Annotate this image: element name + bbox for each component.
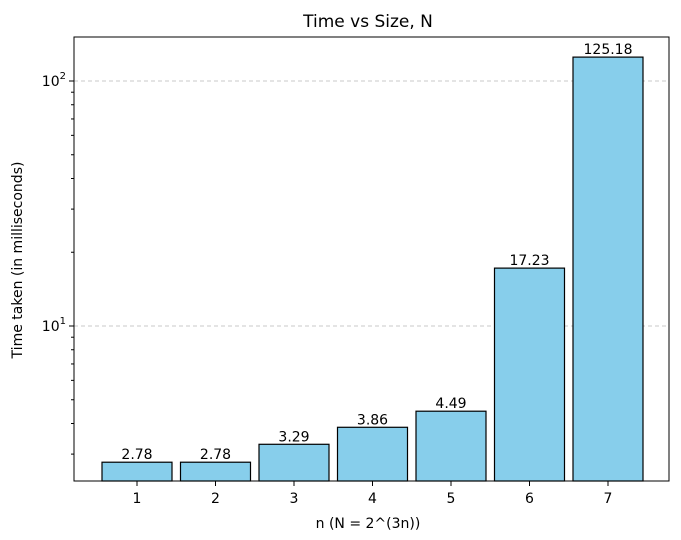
- data-labels: 2.78 2.78 3.29 3.86 4.49 17.23 125.18: [121, 42, 632, 463]
- x-axis-ticks: 1 2 3 4 5 6 7: [133, 481, 613, 507]
- bar-2: [179, 461, 252, 482]
- y-axis-label: Time taken (in milliseconds): [10, 162, 26, 360]
- x-tick-label: 6: [525, 491, 534, 507]
- y-axis-ticks: 101 102: [42, 71, 74, 455]
- x-tick-label: 2: [211, 491, 220, 507]
- bar-6: [493, 267, 566, 482]
- y-tick-label: 101: [42, 316, 66, 335]
- data-label-4: 3.86: [357, 412, 388, 428]
- y-tick-label: 102: [42, 71, 66, 90]
- data-label-2: 2.78: [200, 447, 231, 463]
- bar-7: [572, 56, 644, 482]
- x-tick-label: 5: [447, 491, 456, 507]
- bar-5: [415, 410, 487, 482]
- bars: [101, 56, 644, 482]
- x-tick-label: 7: [604, 491, 613, 507]
- data-label-5: 4.49: [435, 396, 466, 412]
- x-tick-label: 4: [368, 491, 377, 507]
- x-axis-label: n (N = 2^(3n)): [316, 516, 421, 532]
- x-tick-label: 3: [290, 491, 299, 507]
- plot-frame: [73, 36, 670, 482]
- bar-1: [101, 461, 173, 482]
- grid-lines: [74, 80, 669, 327]
- data-label-6: 17.23: [509, 253, 549, 269]
- data-label-7: 125.18: [584, 42, 633, 58]
- data-label-1: 2.78: [121, 447, 152, 463]
- chart-title: Time vs Size, N: [302, 12, 433, 32]
- data-label-3: 3.29: [278, 429, 309, 445]
- bar-4: [336, 426, 409, 482]
- x-tick-label: 1: [133, 491, 142, 507]
- bar-3: [258, 443, 330, 482]
